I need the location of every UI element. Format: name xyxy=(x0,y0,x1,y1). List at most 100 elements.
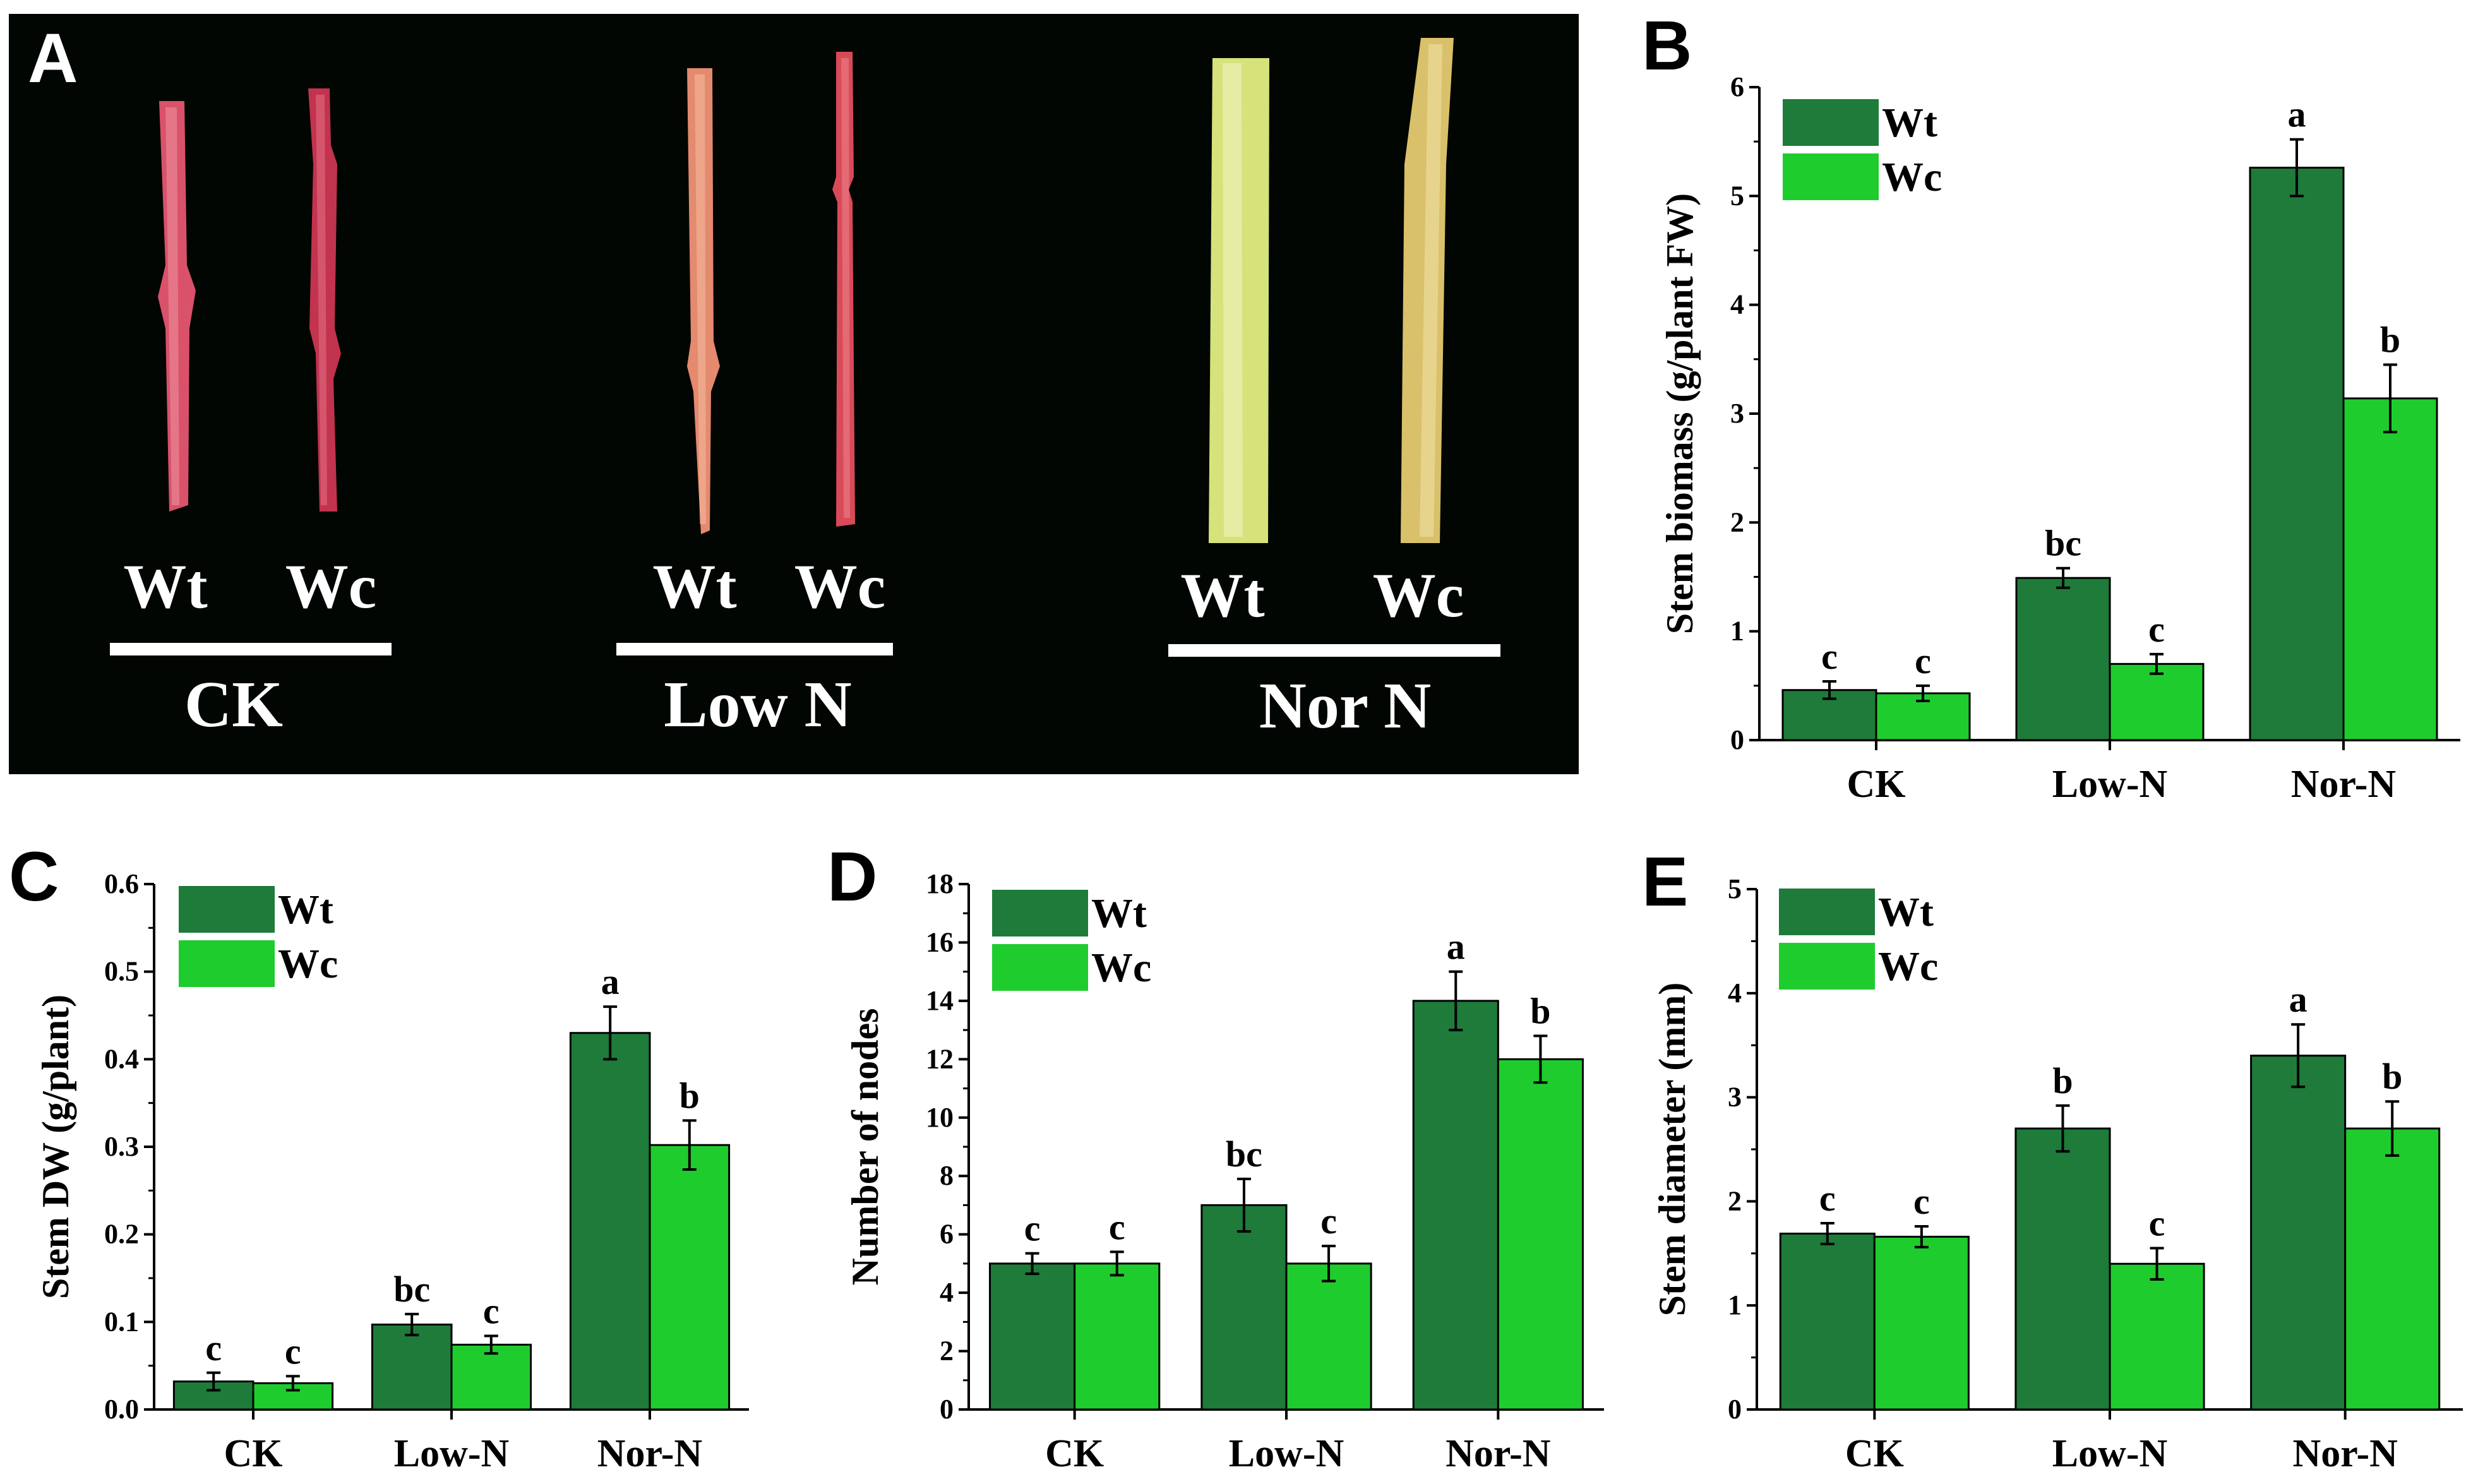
y-tick-label-c: 0.1 xyxy=(104,1306,139,1337)
y-tick-label-b: 1 xyxy=(1730,616,1744,647)
bar-wt-ck xyxy=(172,1380,254,1411)
x-tick-label-e: CK xyxy=(1845,1432,1904,1475)
photo-underline-norn xyxy=(1168,644,1500,657)
bar-wc-ck xyxy=(1873,1235,1970,1411)
bar-wc-low-n xyxy=(450,1343,532,1411)
significance-letter: b xyxy=(1530,990,1550,1031)
bar-wc-low-n xyxy=(2109,1262,2205,1411)
y-tick-label-c: 0.5 xyxy=(104,956,139,987)
x-tick-label-c: CK xyxy=(224,1432,283,1475)
significance-letter: a xyxy=(601,961,620,1002)
chart-panel-c: C 0.0 0.1 0.2 0.3 0.4 0.5 0.6 Stem DW (g/plant) C… xyxy=(9,838,749,1475)
y-tick-label-d: 8 xyxy=(940,1160,954,1191)
chart-panel-b: B 0 1 2 3 4 5 6 Stem biomass (g/plant FW) CK c c Low… xyxy=(1642,7,2460,806)
chart-panel-e: E 0 1 2 3 4 5 Stem diameter (mm) CK c c Low-N b c Nor-… xyxy=(1642,843,2463,1475)
y-axis-label-e: Stem diameter (mm) xyxy=(1651,983,1693,1317)
significance-letter: bc xyxy=(393,1269,430,1310)
x-tick-label-b: Low-N xyxy=(2052,763,2168,806)
y-axis-label-c: Stem DW (g/plant) xyxy=(35,995,76,1299)
legend-label-wc: Wc xyxy=(1878,943,1938,990)
y-tick-label-e: 4 xyxy=(1728,978,1742,1008)
panel-letter-b: B xyxy=(1642,7,1692,85)
bar-wt-low-n xyxy=(2014,1127,2111,1411)
bar-wt-nor-n xyxy=(569,1032,651,1411)
x-tick-label-d: Nor-N xyxy=(1446,1432,1550,1475)
x-tick-label-b: CK xyxy=(1847,763,1906,806)
legend-label-wt: Wt xyxy=(1091,890,1147,936)
legend-swatch-wc xyxy=(1783,153,1879,200)
y-tick-label-d: 2 xyxy=(940,1336,954,1367)
y-tick-label-e: 2 xyxy=(1728,1185,1742,1216)
bar-wc-nor-n xyxy=(1497,1058,1584,1411)
y-tick-label-d: 18 xyxy=(926,868,954,899)
y-tick-label-c: 0.0 xyxy=(104,1394,139,1425)
photo-underline-ck xyxy=(110,643,392,655)
x-tick-label-e: Low-N xyxy=(2052,1432,2168,1475)
stem-norn-wc xyxy=(1401,38,1454,543)
y-tick-label-d: 14 xyxy=(926,985,954,1016)
bar-wc-nor-n xyxy=(2344,1127,2441,1411)
legend-swatch-wt xyxy=(1783,99,1879,146)
y-axis-label-d: Number of nodes xyxy=(844,1008,886,1286)
bar-wt-ck xyxy=(1779,1232,1876,1411)
bar-wc-low-n xyxy=(1285,1262,1372,1411)
photo-underline-lown xyxy=(616,643,893,655)
significance-letter: c xyxy=(2148,609,2165,650)
bar-wt-nor-n xyxy=(1412,1000,1499,1411)
photo-label-norn-wt: Wt xyxy=(1180,560,1264,630)
y-tick-label-b: 5 xyxy=(1730,180,1744,211)
legend-swatch-wc xyxy=(1779,943,1875,990)
legend-swatch-wt xyxy=(992,890,1088,936)
stem-ck-wt xyxy=(158,101,196,512)
bar-wc-ck xyxy=(1875,692,1971,741)
photo-group-norn: Nor N xyxy=(1259,669,1432,742)
bar-wc-ck xyxy=(1074,1262,1161,1411)
y-tick-label-e: 1 xyxy=(1728,1290,1742,1320)
legend-swatch-wc xyxy=(992,944,1088,991)
y-tick-label-d: 12 xyxy=(926,1043,954,1074)
legend-label-wc: Wc xyxy=(1882,154,1942,200)
legend-label-wc: Wc xyxy=(1091,945,1151,991)
y-tick-label-b: 2 xyxy=(1730,506,1744,537)
bar-wt-nor-n xyxy=(2250,1055,2347,1411)
significance-letter: b xyxy=(2052,1060,2073,1101)
significance-letter: c xyxy=(1109,1206,1125,1247)
y-tick-label-b: 4 xyxy=(1730,289,1744,320)
photo-group-lown: Low N xyxy=(664,668,852,741)
significance-letter: a xyxy=(2288,94,2306,135)
bar-wc-nor-n xyxy=(649,1144,731,1411)
significance-letter: c xyxy=(285,1331,301,1372)
stem-lown-wt xyxy=(687,68,720,534)
y-tick-label-d: 10 xyxy=(926,1102,954,1133)
photo-label-norn-wc: Wc xyxy=(1373,560,1464,630)
x-tick-label-b: Nor-N xyxy=(2291,763,2396,806)
y-tick-label-c: 0.6 xyxy=(104,868,139,899)
panel-letter-a: A xyxy=(28,20,78,97)
y-tick-label-c: 0.3 xyxy=(104,1131,139,1162)
photo-label-ck-wc: Wc xyxy=(285,551,376,621)
y-tick-label-b: 6 xyxy=(1730,71,1744,102)
y-tick-label-d: 4 xyxy=(940,1277,954,1308)
y-tick-label-c: 0.4 xyxy=(104,1043,139,1074)
legend-swatch-wt xyxy=(1779,889,1875,935)
significance-letter: c xyxy=(205,1327,222,1368)
x-tick-label-c: Nor-N xyxy=(597,1432,702,1475)
significance-letter: c xyxy=(1915,640,1931,681)
significance-letter: bc xyxy=(1226,1134,1262,1175)
significance-letter: bc xyxy=(2045,523,2081,564)
significance-letter: c xyxy=(1320,1200,1337,1242)
legend-label-wt: Wt xyxy=(278,887,333,933)
legend-swatch-wc xyxy=(179,940,275,987)
stem-norn-wt xyxy=(1209,58,1269,543)
bar-wt-low-n xyxy=(371,1323,453,1411)
y-axis-label-b: Stem biomass (g/plant FW) xyxy=(1659,193,1701,634)
bar-wc-low-n xyxy=(2109,662,2205,741)
photo-label-ck-wt: Wt xyxy=(123,551,207,621)
significance-letter: b xyxy=(2382,1056,2402,1097)
panel-letter-d: D xyxy=(827,838,877,916)
x-tick-label-d: CK xyxy=(1045,1432,1104,1475)
panel-letter-e: E xyxy=(1642,843,1688,921)
significance-letter: a xyxy=(2289,979,2307,1020)
significance-letter: b xyxy=(2380,319,2400,360)
legend-label-wt: Wt xyxy=(1882,100,1937,146)
